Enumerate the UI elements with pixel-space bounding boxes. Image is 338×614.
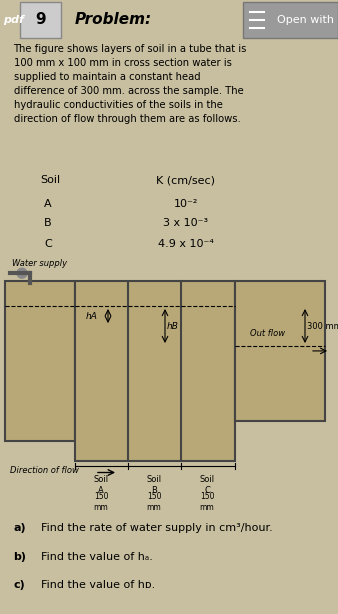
Text: Direction of flow: Direction of flow: [10, 465, 79, 475]
Text: Soil
C: Soil C: [199, 475, 215, 495]
Text: 150
mm: 150 mm: [94, 492, 108, 512]
Text: b): b): [14, 551, 26, 562]
FancyBboxPatch shape: [243, 2, 338, 38]
Text: K (cm/sec): K (cm/sec): [156, 175, 215, 185]
Text: Find the value of hₐ.: Find the value of hₐ.: [41, 551, 152, 562]
Text: hA: hA: [86, 311, 98, 321]
Text: A: A: [44, 198, 52, 209]
Text: Water supply: Water supply: [12, 259, 67, 268]
Text: 4.9 x 10⁻⁴: 4.9 x 10⁻⁴: [158, 239, 214, 249]
Text: pdf: pdf: [3, 15, 24, 25]
Text: 150
mm: 150 mm: [147, 492, 161, 512]
Text: Problem:: Problem:: [74, 12, 151, 28]
Bar: [75, 281, 235, 460]
Text: Find the rate of water supply in cm³/hour.: Find the rate of water supply in cm³/hou…: [41, 523, 272, 533]
Text: Soil
B: Soil B: [146, 475, 162, 495]
Text: Soil: Soil: [41, 175, 61, 185]
Text: The figure shows layers of soil in a tube that is
100 mm x 100 mm in cross secti: The figure shows layers of soil in a tub…: [14, 44, 247, 124]
Text: Open with: Open with: [277, 15, 334, 25]
Circle shape: [17, 268, 27, 278]
Text: Out flow: Out flow: [250, 329, 285, 338]
Text: 150
mm: 150 mm: [200, 492, 214, 512]
Text: 9: 9: [35, 12, 46, 28]
Text: c): c): [14, 580, 25, 590]
Text: C: C: [44, 239, 52, 249]
Text: 10⁻²: 10⁻²: [174, 198, 198, 209]
Bar: [235, 281, 325, 421]
Bar: [5, 281, 75, 441]
Text: a): a): [14, 523, 26, 533]
Text: Find the value of hᴅ.: Find the value of hᴅ.: [41, 580, 155, 590]
Text: hB: hB: [167, 322, 179, 330]
Text: 300 mm: 300 mm: [307, 322, 338, 330]
Text: Soil
A: Soil A: [93, 475, 108, 495]
Text: 3 x 10⁻³: 3 x 10⁻³: [163, 218, 209, 228]
FancyBboxPatch shape: [20, 2, 61, 38]
Text: B: B: [44, 218, 52, 228]
